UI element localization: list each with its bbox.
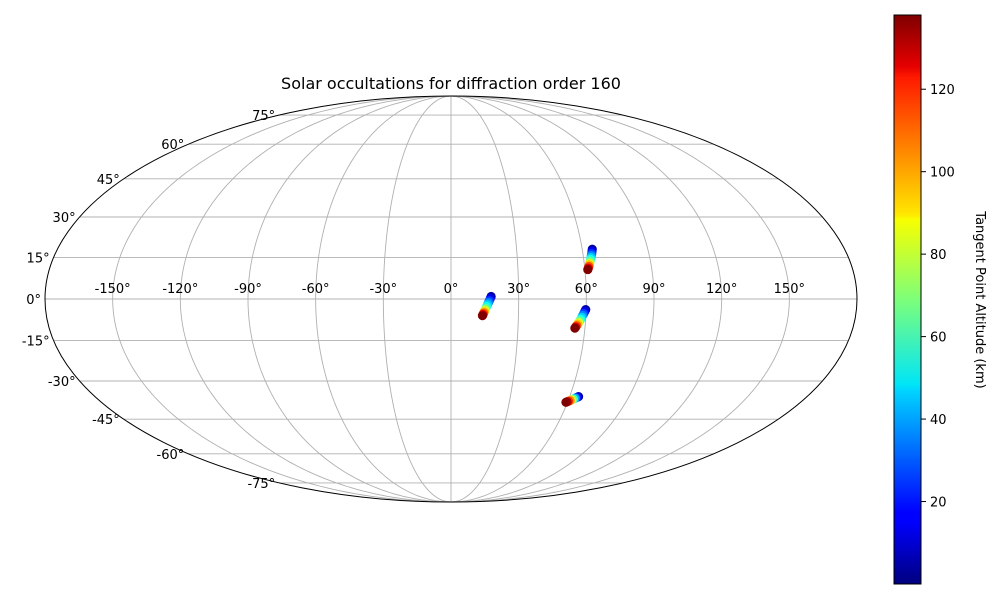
- colorbar-label: Tangent Point Altitude (km): [972, 210, 987, 388]
- longitude-tick-label: 0°: [444, 282, 459, 297]
- longitude-tick-label: 30°: [507, 282, 530, 297]
- data-point: [477, 311, 488, 321]
- colorbar-tick-label: 60: [930, 331, 947, 346]
- colorbar-ticks: 20 40 60 80 100 120: [921, 83, 955, 511]
- data-point: [570, 323, 580, 333]
- colorbar: 20 40 60 80 100 120 Tangent Point Altitude (k…: [893, 14, 987, 585]
- scatter-points: [477, 244, 597, 407]
- longitude-tick-label: -60°: [302, 282, 330, 297]
- colorbar-tick-label: 20: [930, 496, 947, 511]
- colorbar-tick-label: 80: [930, 248, 947, 263]
- latitude-tick-labels: 75° 60° 45° 30° 15° 0° -15° -30° -45° -60° -75°: [22, 109, 275, 492]
- latitude-tick-label: 15°: [27, 251, 50, 266]
- longitude-tick-label: -150°: [95, 282, 131, 297]
- colorbar-gradient: [893, 14, 922, 585]
- longitude-tick-label: -90°: [234, 282, 262, 297]
- map-boundary: [44, 95, 858, 503]
- longitude-tick-label: 60°: [575, 282, 598, 297]
- latitude-tick-label: 60°: [161, 138, 184, 153]
- colorbar-tick-label: 120: [930, 83, 955, 98]
- chart-title: Solar occultations for diffraction order…: [281, 74, 621, 93]
- latitude-tick-label: 75°: [252, 109, 275, 124]
- latitude-tick-label: -45°: [92, 413, 120, 428]
- latitude-tick-label: 45°: [97, 173, 120, 188]
- latitude-tick-label: -15°: [22, 335, 50, 350]
- data-point: [583, 264, 593, 275]
- longitude-tick-label: 150°: [774, 282, 805, 297]
- latitude-tick-label: -60°: [157, 448, 185, 463]
- colorbar-tick-label: 100: [930, 166, 955, 181]
- longitude-tick-labels: -150° -120° -90° -60° -30° 0° 30° 60° 90° 120° 150…: [95, 282, 805, 297]
- longitude-tick-label: -120°: [162, 282, 198, 297]
- longitude-tick-label: -30°: [369, 282, 397, 297]
- longitude-tick-label: 120°: [706, 282, 737, 297]
- colorbar-tick-label: 40: [930, 413, 947, 428]
- graticule: [45, 96, 857, 502]
- longitude-tick-label: 90°: [642, 282, 665, 297]
- latitude-tick-label: -75°: [247, 477, 275, 492]
- latitude-tick-label: 30°: [53, 211, 76, 226]
- data-point: [561, 397, 571, 407]
- latitude-tick-label: -30°: [48, 375, 76, 390]
- latitude-tick-label: 0°: [26, 293, 41, 308]
